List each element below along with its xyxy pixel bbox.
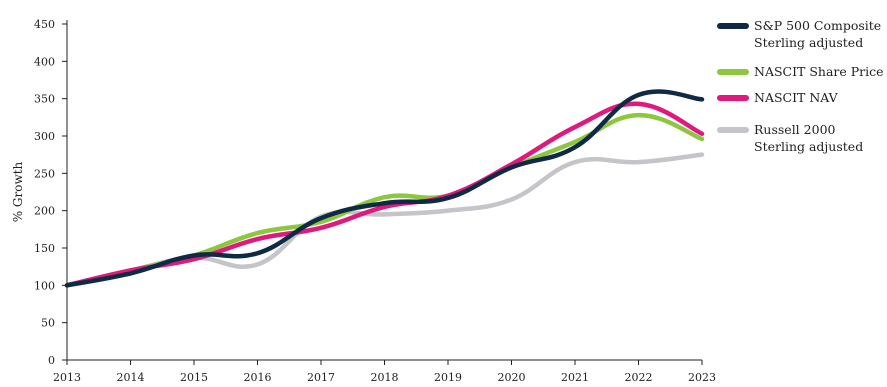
x-tick-label: 2017	[307, 371, 335, 384]
x-tick-label: 2013	[53, 371, 81, 384]
legend-label-nascit-nav: NASCIT NAV	[754, 90, 839, 105]
y-tick-label: 300	[34, 130, 55, 143]
legend-label-russell-2000-sterling-adjusted: Sterling adjusted	[754, 139, 863, 154]
y-tick-label: 350	[34, 93, 55, 106]
legend-label-s-p-500-composite-sterling-adjusted: S&P 500 Composite	[754, 18, 881, 33]
legend-label-nascit-share-price: NASCIT Share Price	[754, 64, 884, 79]
x-tick-label: 2015	[180, 371, 208, 384]
y-tick-label: 200	[34, 205, 55, 218]
y-tick-label: 450	[34, 18, 55, 31]
x-tick-label: 2014	[117, 371, 145, 384]
y-tick-label: 150	[34, 242, 55, 255]
y-tick-label: 100	[34, 279, 55, 292]
y-axis-title: % Growth	[11, 161, 25, 222]
chart-axes: 0 50 100 150 200 250 300 350 400 450 2013 2014 2015 2…	[34, 18, 716, 384]
x-tick-label: 2019	[434, 371, 462, 384]
y-tick-label: 50	[41, 317, 55, 330]
series-lines	[64, 89, 705, 288]
legend-label-russell-2000-sterling-adjusted: Russell 2000	[754, 122, 836, 137]
x-tick-label: 2016	[244, 371, 272, 384]
y-tick-label: 0	[48, 354, 55, 367]
x-tick-label: 2018	[371, 371, 399, 384]
y-tick-label: 400	[34, 55, 55, 68]
x-tick-label: 2020	[498, 371, 526, 384]
x-tick-label: 2023	[688, 371, 716, 384]
chart-legend: S&P 500 Composite Sterling adjusted NASCIT…	[717, 18, 884, 154]
series-line-s-p-500-composite-sterling-adjusted	[64, 89, 705, 288]
series-line-nascit-share-price	[64, 112, 705, 288]
x-tick-label: 2021	[561, 371, 589, 384]
y-tick-label: 250	[34, 167, 55, 180]
x-tick-label: 2022	[625, 371, 653, 384]
series-line-nascit-nav	[64, 101, 705, 288]
legend-label-s-p-500-composite-sterling-adjusted: Sterling adjusted	[754, 35, 863, 50]
